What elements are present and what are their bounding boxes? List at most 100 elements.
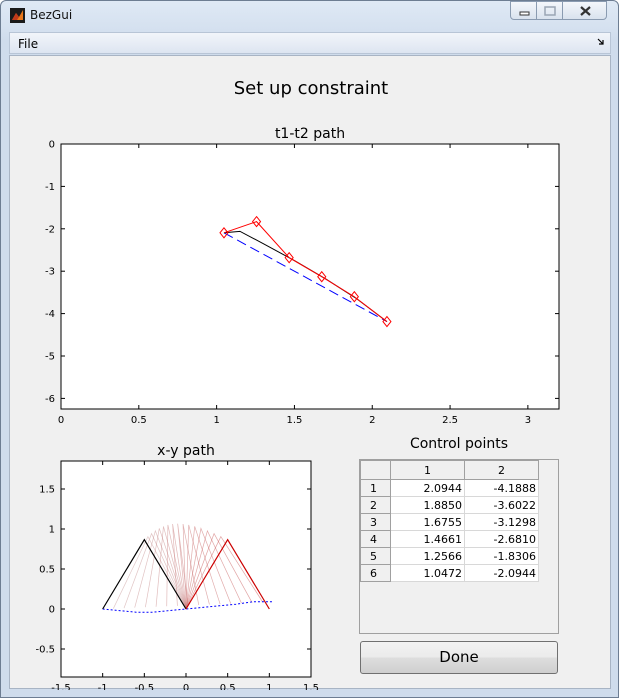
intermediate-linkage — [172, 523, 187, 610]
table-row[interactable]: 6 1.0472 -2.0944 — [360, 564, 539, 582]
y-tick-label: 1.5 — [39, 485, 55, 496]
row-header[interactable]: 6 — [360, 564, 391, 582]
x-tick-label: 1 — [213, 415, 219, 426]
intermediate-linkage — [155, 526, 187, 610]
row-header[interactable]: 5 — [360, 547, 391, 565]
control-point-marker — [251, 215, 262, 228]
window-title: BezGui — [30, 8, 73, 22]
column-header-1[interactable]: 1 — [390, 460, 465, 480]
intermediate-linkage — [145, 528, 187, 610]
table-cell[interactable]: 1.0472 — [390, 564, 465, 582]
x-tick-label: 0 — [58, 415, 64, 426]
menu-bar: File — [9, 32, 611, 54]
x-tick-label: 3 — [525, 415, 531, 426]
y-tick-label: -6 — [45, 394, 55, 405]
table-cell[interactable]: 2.0944 — [390, 479, 465, 497]
minimize-icon — [519, 11, 530, 16]
y-tick-label: -2 — [45, 224, 55, 235]
table-cell[interactable]: 1.2566 — [390, 547, 465, 565]
chart-svg: x-y path -1.5 -1 -0.5 0 0.5 1 1.5 1.5 1 0.5 0 -0.5 — [35, 443, 319, 694]
minimize-button[interactable] — [510, 1, 537, 20]
plot-area — [60, 460, 312, 678]
row-header[interactable]: 1 — [360, 479, 391, 497]
y-tick-label: -1 — [45, 182, 55, 193]
table-cell[interactable]: -3.6022 — [464, 496, 539, 514]
table-row[interactable]: 5 1.2566 -1.8306 — [360, 547, 539, 565]
maximize-button[interactable] — [536, 1, 563, 20]
table-cell[interactable]: -2.6810 — [464, 530, 539, 548]
dock-arrow-icon[interactable] — [596, 36, 606, 48]
intermediate-linkage — [185, 532, 253, 610]
x-tick-label: 0 — [183, 683, 189, 690]
column-header-2[interactable]: 2 — [464, 460, 539, 480]
x-tick-label: 2.5 — [442, 415, 458, 426]
x-tick-label: 1 — [266, 683, 272, 690]
table-cell[interactable]: 1.4661 — [390, 530, 465, 548]
x-tick-label: -1.5 — [51, 683, 71, 690]
row-header[interactable]: 4 — [360, 530, 391, 548]
x-tick-label: 0.5 — [220, 683, 236, 690]
table-cell[interactable]: -2.0944 — [464, 564, 539, 582]
plot-area — [60, 143, 560, 410]
intermediate-linkage — [185, 535, 264, 610]
intermediate-linkage — [113, 535, 187, 610]
x-tick-label: 2 — [369, 415, 375, 426]
page-title: Set up constraint — [233, 78, 389, 99]
series-end-linkage — [185, 538, 270, 610]
figure-area: Set up constraint t1-t2 path 0 0.5 1 1.5 2 2.5… — [9, 55, 612, 694]
intermediate-linkage — [185, 527, 232, 610]
y-tick-label: 1 — [49, 525, 55, 536]
table-corner — [360, 460, 391, 480]
control-point-marker — [349, 290, 359, 303]
intermediate-linkage — [185, 529, 242, 610]
close-button[interactable] — [562, 1, 607, 20]
close-icon — [580, 6, 591, 16]
table-row[interactable]: 3 1.6755 -3.1298 — [360, 513, 539, 531]
control-points-grid: 1 2 1 2.0944 -4.1888 2 1.8850 -3.6022 3 1.6755-… — [360, 460, 539, 582]
control-point-marker — [284, 251, 294, 264]
y-tick-label: -3 — [45, 267, 55, 278]
series-red-control — [223, 221, 388, 323]
x-tick-label: -0.5 — [135, 683, 155, 690]
done-button[interactable]: Done — [360, 641, 558, 674]
intermediate-linkage — [182, 523, 200, 610]
title-bar[interactable]: BezGui — [1, 1, 618, 31]
table-cell[interactable]: 1.6755 — [390, 513, 465, 531]
control-point-marker — [219, 227, 229, 239]
y-tick-label: 0.5 — [39, 565, 55, 576]
table-cell[interactable]: -1.8306 — [464, 547, 539, 565]
intermediate-linkage — [166, 524, 187, 610]
table-cell[interactable]: -3.1298 — [464, 513, 539, 531]
y-tick-label: -4 — [45, 309, 55, 320]
t1-t2-chart: t1-t2 path 0 0.5 1 1.5 2 2.5 3 0 -1 -2 -3 -4 -5 -6 — [10, 116, 612, 426]
maximize-icon — [544, 6, 556, 16]
control-point-marker — [382, 315, 392, 328]
y-tick-label: 0 — [49, 605, 55, 616]
x-tick-label: 1.5 — [286, 415, 302, 426]
row-header[interactable]: 3 — [360, 513, 391, 531]
intermediate-linkage — [123, 532, 187, 610]
table-cell[interactable]: -4.1888 — [464, 479, 539, 497]
y-tick-label: -0.5 — [35, 645, 55, 656]
series-blue-dashed — [223, 232, 388, 323]
control-point-marker — [317, 270, 327, 283]
menu-file[interactable]: File — [18, 37, 39, 51]
y-tick-label: -5 — [45, 352, 55, 363]
table-row[interactable]: 1 2.0944 -4.1888 — [360, 479, 539, 497]
series-start-linkage — [102, 538, 187, 610]
control-points-table: 1 2 1 2.0944 -4.1888 2 1.8850 -3.6022 3 1.6755-… — [359, 459, 559, 634]
table-cell[interactable]: 1.8850 — [390, 496, 465, 514]
row-header[interactable]: 2 — [360, 496, 391, 514]
intermediate-linkage — [185, 526, 221, 610]
y-tick-label: 0 — [49, 140, 55, 151]
table-row[interactable]: 2 1.8850 -3.6022 — [360, 496, 539, 514]
intermediate-linkage — [185, 524, 210, 610]
chart-title: x-y path — [157, 443, 215, 459]
x-y-chart: x-y path -1.5 -1 -0.5 0 0.5 1 1.5 1.5 1 0.5 0 -0.5 — [10, 436, 350, 694]
table-row[interactable]: 4 1.4661 -2.6810 — [360, 530, 539, 548]
chart-title: t1-t2 path — [275, 126, 345, 142]
x-tick-label: 1.5 — [303, 683, 319, 690]
chart-svg: t1-t2 path 0 0.5 1 1.5 2 2.5 3 0 -1 -2 -3 -4 -5 -6 — [45, 126, 560, 426]
control-points-title: Control points — [409, 436, 509, 452]
